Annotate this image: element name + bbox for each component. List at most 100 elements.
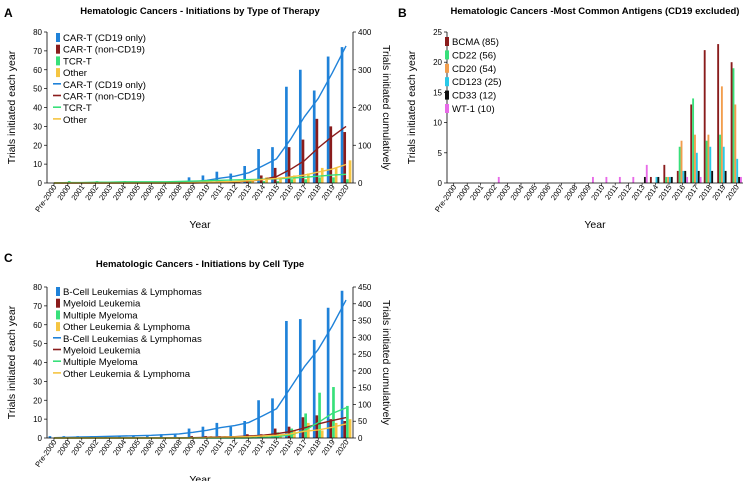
- y-tick-label: 10: [33, 415, 42, 424]
- y-tick-label: 15: [433, 88, 442, 97]
- chart-title: Hematologic Cancers - Initiations by Cel…: [96, 259, 304, 270]
- x-tick-label: 2007: [153, 438, 170, 457]
- legend-entry: CAR-T (CD19 only): [63, 80, 146, 91]
- y2-tick-label: 200: [358, 367, 372, 376]
- legend-entry: Myeloid Leukemia: [63, 346, 141, 357]
- bar: [273, 167, 277, 183]
- bar: [722, 146, 725, 183]
- bar: [348, 160, 352, 183]
- y-tick-label: 80: [33, 28, 42, 37]
- series-bcma-85-bars: [649, 44, 733, 184]
- x-tick-label: 2018: [306, 183, 323, 202]
- bar: [332, 177, 335, 183]
- bar: [343, 132, 347, 183]
- x-tick-label: 2001: [69, 438, 86, 457]
- x-tick-label: 2002: [83, 438, 100, 457]
- x-tick-label: 2020: [724, 183, 741, 202]
- y-tick-label: 50: [33, 340, 42, 349]
- legend-swatch-bar: [56, 33, 60, 42]
- bar: [736, 158, 739, 183]
- x-tick-label: 2013: [630, 183, 647, 202]
- bar: [132, 436, 135, 438]
- bar: [649, 176, 652, 183]
- bar: [215, 422, 219, 438]
- legend-entry: Other Leukemia & Lymphoma: [63, 369, 191, 380]
- bar: [343, 421, 347, 438]
- bar: [717, 44, 720, 183]
- bar: [709, 146, 712, 183]
- legend-entry: CAR-T (non-CD19): [63, 92, 145, 103]
- panel-b: Hematologic Cancers -Most Common Antigen…: [406, 6, 743, 231]
- legend-swatch-bar: [56, 56, 60, 66]
- bar: [720, 86, 723, 183]
- bar: [707, 134, 710, 183]
- y-tick-label: 70: [33, 47, 42, 56]
- x-tick-label: 2005: [522, 183, 539, 202]
- y-tick-label: 0: [38, 434, 43, 443]
- x-tick-label: 2002: [482, 183, 499, 202]
- legend-swatch-bar: [445, 37, 449, 46]
- bar: [312, 90, 316, 183]
- cumulative-line-b-cell-leukemias-lymphomas: [53, 299, 347, 439]
- bar: [298, 69, 302, 183]
- x-tick-label: 2020: [334, 183, 351, 202]
- bar: [173, 434, 177, 438]
- y2-tick-label: 100: [358, 400, 372, 409]
- y2-tick-label: 200: [358, 104, 372, 113]
- x-tick-label: 2015: [264, 183, 281, 202]
- y-tick-label: 30: [33, 122, 42, 131]
- y-tick-label: 0: [38, 179, 43, 188]
- x-tick-label: 2008: [167, 438, 184, 457]
- x-tick-label: 2002: [83, 183, 100, 202]
- y2-tick-label: 100: [358, 141, 372, 150]
- y-tick-label: 20: [433, 58, 442, 67]
- panel-label: C: [4, 251, 13, 265]
- legend-swatch-bar: [445, 104, 449, 113]
- bar: [665, 176, 668, 183]
- x-tick-label: 2006: [139, 183, 156, 202]
- legend-entry: CAR-T (CD19 only): [63, 33, 146, 44]
- bar: [697, 170, 700, 183]
- bar: [229, 173, 233, 183]
- legend-entry: Other: [63, 68, 88, 79]
- x-tick-label: 2000: [455, 183, 472, 202]
- legend-swatch-bar: [56, 44, 60, 54]
- y2-axis-title: Trials initiated cumulatively: [380, 300, 392, 426]
- x-tick-label: 2011: [209, 183, 226, 202]
- x-tick-label: 2012: [222, 183, 239, 202]
- y2-tick-label: 0: [358, 179, 363, 188]
- bar: [657, 176, 660, 183]
- bar: [740, 176, 742, 183]
- series-cd22-56-bars: [665, 68, 735, 183]
- bar: [711, 170, 714, 183]
- legend-entry: CD123 (25): [452, 77, 502, 88]
- y-tick-label: 40: [33, 104, 42, 113]
- bar: [680, 140, 683, 183]
- bar: [730, 62, 733, 184]
- bar: [257, 149, 260, 183]
- legend-entry: TCR-T: [63, 103, 92, 114]
- bar: [632, 176, 635, 183]
- x-tick-label: 2014: [250, 183, 267, 202]
- bar: [312, 339, 316, 438]
- x-tick-label: 2020: [334, 438, 351, 457]
- bar: [201, 426, 205, 438]
- bar: [703, 50, 706, 184]
- legend-entry: TCR-T: [63, 56, 92, 67]
- legend-entry: CD20 (54): [452, 64, 496, 75]
- bar: [670, 176, 673, 183]
- bar: [732, 68, 735, 183]
- bar: [724, 170, 727, 183]
- y2-tick-label: 250: [358, 350, 372, 359]
- bar: [667, 176, 669, 183]
- y-axis-title: Trials initiated each year: [6, 305, 18, 419]
- legend-swatch-bar: [56, 298, 60, 308]
- bar: [690, 104, 693, 183]
- x-tick-label: 2012: [616, 183, 633, 202]
- y-axis-title: Trials initiated each year: [406, 50, 418, 164]
- y-tick-label: 20: [33, 141, 42, 150]
- x-tick-label: 2017: [292, 183, 309, 202]
- x-tick-label: 2017: [683, 183, 700, 202]
- legend-entry: WT-1 (10): [452, 104, 495, 115]
- bar: [738, 176, 741, 183]
